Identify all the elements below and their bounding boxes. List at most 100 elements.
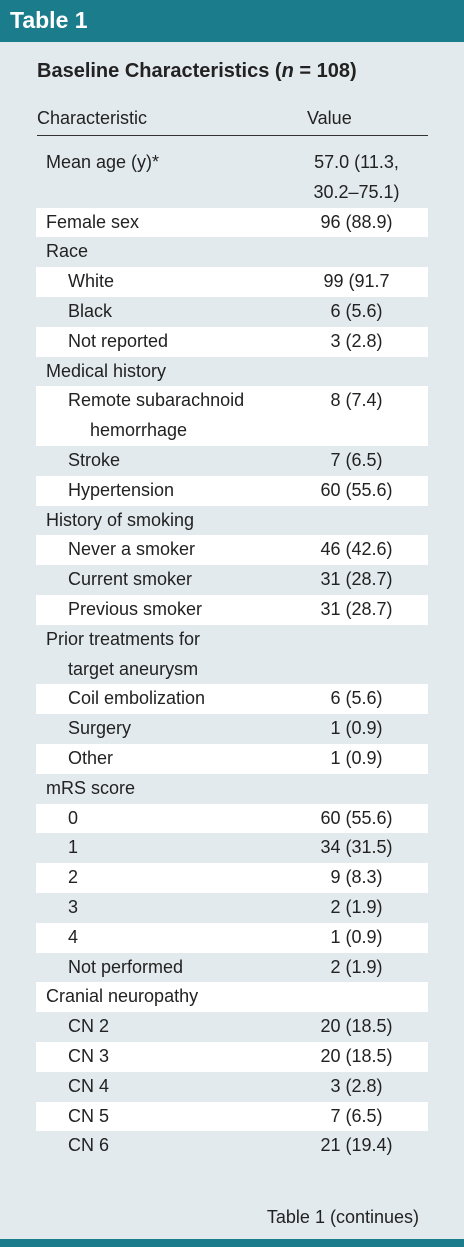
value-cell: 96 (88.9) <box>251 208 428 238</box>
value-cell: 8 (7.4) <box>251 386 428 446</box>
row-value: 20 (18.5) <box>320 1016 393 1037</box>
label-cell: Current smoker <box>36 565 251 595</box>
row-label: Surgery <box>68 718 132 739</box>
table-row: Hypertension 60 (55.6) <box>36 475 428 506</box>
row-label: Stroke <box>68 449 121 470</box>
value-cell: 31 (28.7) <box>251 595 428 625</box>
row-label: Hypertension <box>68 479 175 500</box>
table-row: 2 9 (8.3) <box>36 863 428 893</box>
row-value: 1 (0.9) <box>330 718 383 739</box>
row-label: Prior treatments for target aneurysm <box>46 628 201 679</box>
table-row: Not performed 2 (1.9) <box>36 953 428 983</box>
label-cell: Black <box>36 297 251 327</box>
row-label: 1 <box>68 837 79 858</box>
table-row: Surgery 1 (0.9) <box>36 714 428 744</box>
label-cell: CN 2 <box>36 1012 251 1042</box>
row-value: 3 (2.8) <box>330 330 383 351</box>
value-cell: 60 (55.6) <box>251 476 428 506</box>
column-header: Characteristic Value <box>37 106 428 136</box>
title-part: n <box>281 60 294 82</box>
label-cell: CN 6 <box>36 1131 251 1161</box>
row-value: 60 (55.6) <box>320 807 393 828</box>
table-title: Baseline Characteristics (n = 108) <box>37 60 357 83</box>
row-value: 6 (5.6) <box>330 300 383 321</box>
label-cell: CN 4 <box>36 1072 251 1102</box>
table-row: Current smoker 31 (28.7) <box>36 565 428 595</box>
table-row: CN 5 7 (6.5) <box>36 1101 428 1132</box>
label-cell: Not reported <box>36 327 251 357</box>
value-cell: 57.0 (11.3, 30.2–75.1) <box>251 148 428 208</box>
row-label: Female sex <box>46 211 140 232</box>
row-label: History of smoking <box>46 509 195 530</box>
row-value: 99 (91.7 <box>323 271 390 292</box>
table-row: CN 3 20 (18.5) <box>36 1041 428 1072</box>
label-cell: mRS score <box>36 774 251 804</box>
table-row: Race <box>36 237 428 267</box>
table-row: mRS score <box>36 774 428 804</box>
table-row: Previous smoker 31 (28.7) <box>36 594 428 625</box>
row-label: 4 <box>68 926 79 947</box>
table-row: Coil embolization 6 (5.6) <box>36 684 428 715</box>
table-row: Remote subarachnoid hemorrhage 8 (7.4) <box>36 386 428 446</box>
value-cell <box>251 237 428 267</box>
table-row: History of smoking <box>36 506 428 536</box>
value-cell: 9 (8.3) <box>251 863 428 893</box>
row-value: 3 (2.8) <box>330 1075 383 1096</box>
header-bar: Table 1 <box>0 0 464 42</box>
value-cell <box>251 982 428 1012</box>
label-cell: Medical history <box>36 357 251 387</box>
table-row: CN 4 3 (2.8) <box>36 1072 428 1102</box>
footer-note: Table 1 (continues) <box>266 1207 419 1227</box>
label-cell: Surgery <box>36 714 251 744</box>
row-label: White <box>68 271 115 292</box>
value-cell <box>251 625 428 685</box>
table-row: Prior treatments for target aneurysm <box>36 625 428 685</box>
value-cell: 7 (6.5) <box>251 1102 428 1132</box>
table-body: Mean age (y)* 57.0 (11.3, 30.2–75.1) Femal… <box>36 148 428 1161</box>
label-cell: Race <box>36 237 251 267</box>
table-row: White 99 (91.7 <box>36 267 428 297</box>
table-row: CN 6 21 (19.4) <box>36 1131 428 1161</box>
label-cell: Never a smoker <box>36 535 251 565</box>
row-label: Mean age (y)* <box>46 152 160 172</box>
row-value: 7 (6.5) <box>330 449 383 470</box>
value-cell <box>251 774 428 804</box>
table-row: Other 1 (0.9) <box>36 743 428 774</box>
row-label: 3 <box>68 896 79 917</box>
label-cell: Prior treatments for target aneurysm <box>36 625 251 685</box>
label-cell: Stroke <box>36 446 251 476</box>
row-label: Previous smoker <box>68 598 203 619</box>
row-value: 6 (5.6) <box>330 688 383 709</box>
column-label: Value <box>307 108 352 128</box>
value-cell: 2 (1.9) <box>251 953 428 983</box>
row-label: Current smoker <box>68 569 193 590</box>
label-cell: Other <box>36 744 251 774</box>
value-cell <box>251 506 428 536</box>
label-cell: CN 3 <box>36 1042 251 1072</box>
row-label: Coil embolization <box>68 688 206 709</box>
value-cell: 34 (31.5) <box>251 833 428 863</box>
label-cell: Mean age (y)* <box>36 148 251 208</box>
row-label: Medical history <box>46 360 167 381</box>
label-cell: 1 <box>36 833 251 863</box>
label-cell: 2 <box>36 863 251 893</box>
row-value: 31 (28.7) <box>320 598 393 619</box>
label-cell: Previous smoker <box>36 595 251 625</box>
table-row: Medical history <box>36 357 428 387</box>
row-value: 9 (8.3) <box>330 867 383 888</box>
value-cell: 46 (42.6) <box>251 535 428 565</box>
table-row: Never a smoker 46 (42.6) <box>36 535 428 566</box>
value-cell: 31 (28.7) <box>251 565 428 595</box>
row-value: 1 (0.9) <box>330 747 383 768</box>
title-part: Baseline Characteristics ( <box>37 60 282 82</box>
table-row: Mean age (y)* 57.0 (11.3, 30.2–75.1) <box>36 148 428 208</box>
row-label: CN 5 <box>68 1105 110 1126</box>
row-label: Not reported <box>68 330 169 351</box>
value-cell: 21 (19.4) <box>251 1131 428 1161</box>
table-row: Black 6 (5.6) <box>36 297 428 327</box>
value-cell: 1 (0.9) <box>251 744 428 774</box>
row-value: 20 (18.5) <box>320 1045 393 1066</box>
label-cell: 3 <box>36 893 251 923</box>
row-value: 2 (1.9) <box>330 896 383 917</box>
